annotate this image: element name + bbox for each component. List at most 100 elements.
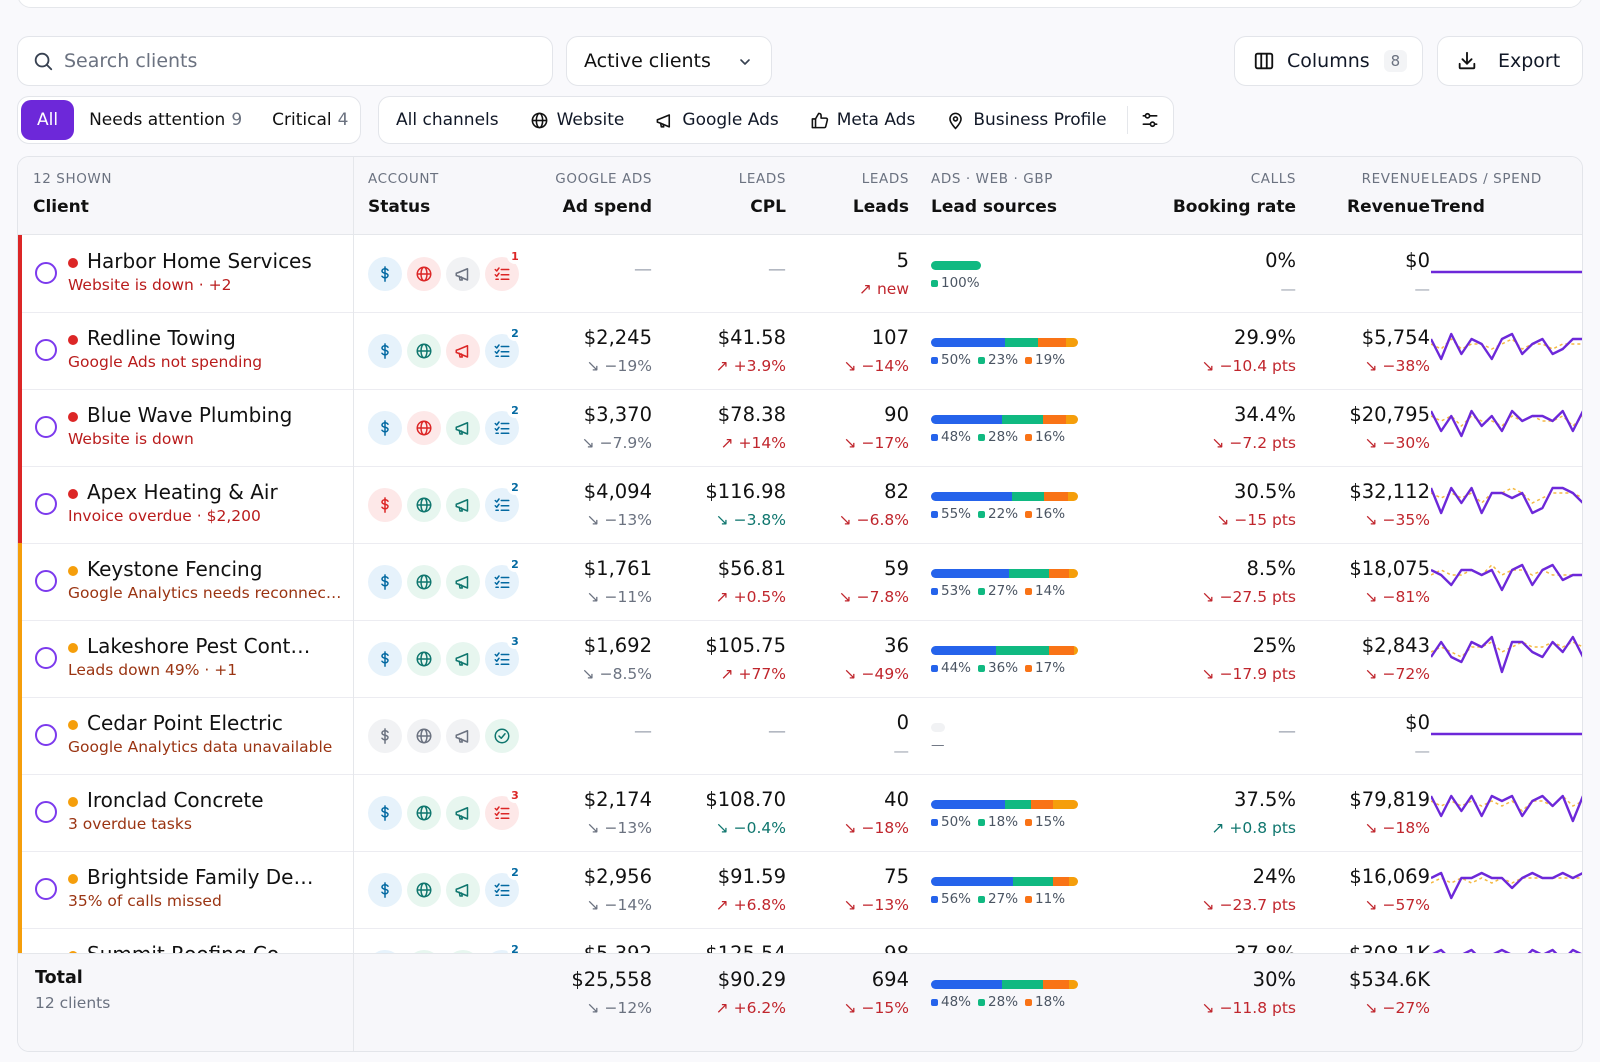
status-meta[interactable] — [446, 488, 480, 522]
status-ads[interactable] — [368, 873, 402, 907]
status-meta[interactable] — [446, 950, 480, 955]
status-meta[interactable] — [446, 873, 480, 907]
client-name[interactable]: Brightside Family De… — [87, 865, 314, 889]
status-meta[interactable] — [446, 411, 480, 445]
channel-business-profile[interactable]: Business Profile — [929, 100, 1120, 140]
client-name[interactable]: Summit Roofing Co. — [87, 942, 286, 955]
channel-google-ads[interactable]: Google Ads — [638, 100, 792, 140]
col-sup: LEADS — [738, 171, 786, 187]
row-select-radio[interactable] — [35, 262, 57, 284]
table-row[interactable]: Cedar Point Electric Google Analytics dat… — [18, 697, 1582, 775]
row-select-radio[interactable] — [35, 647, 57, 669]
table-row[interactable]: Summit Roofing Co. 2 $5,392 $125.54 98 37.8%… — [18, 928, 1582, 955]
status-tasks[interactable]: 3 — [485, 633, 523, 676]
client-name[interactable]: Harbor Home Services — [87, 249, 312, 273]
status-ads[interactable] — [368, 565, 402, 599]
status-web[interactable] — [407, 873, 441, 907]
col-revenue[interactable]: REVENUE Revenue — [1347, 171, 1430, 217]
status-meta[interactable] — [446, 565, 480, 599]
spend-trend-line — [1431, 877, 1582, 884]
status-web[interactable] — [407, 719, 441, 753]
status-web[interactable] — [407, 796, 441, 830]
table-row[interactable]: Brightside Family De… 35% of calls missed… — [18, 851, 1582, 929]
status-tasks[interactable]: 1 — [485, 248, 523, 291]
status-ads[interactable] — [368, 488, 402, 522]
status-meta[interactable] — [446, 257, 480, 291]
col-leads[interactable]: LEADS Leads — [853, 171, 909, 217]
status-tasks[interactable]: 2 — [485, 556, 523, 599]
client-name[interactable]: Apex Heating & Air — [87, 480, 278, 504]
col-status[interactable]: ACCOUNT Status — [368, 171, 439, 217]
export-button[interactable]: Export — [1437, 36, 1583, 86]
status-meta[interactable] — [446, 796, 480, 830]
client-name[interactable]: Redline Towing — [87, 326, 236, 350]
client-filter-dropdown[interactable]: Active clients — [566, 36, 772, 86]
col-booking-rate[interactable]: CALLS Booking rate — [1173, 171, 1296, 217]
status-tasks[interactable] — [485, 719, 519, 753]
status-ads[interactable] — [368, 257, 402, 291]
status-ads[interactable] — [368, 642, 402, 676]
revenue-value: $2,843 — [1361, 634, 1430, 657]
row-select-radio[interactable] — [35, 878, 57, 900]
col-trend[interactable]: LEADS / SPEND Trend — [1431, 171, 1542, 217]
row-select-radio[interactable] — [35, 801, 57, 823]
status-web[interactable] — [407, 565, 441, 599]
col-client[interactable]: 12 SHOWN Client — [33, 171, 112, 217]
client-name[interactable]: Keystone Fencing — [87, 557, 263, 581]
row-select-radio[interactable] — [35, 339, 57, 361]
row-select-radio[interactable] — [35, 570, 57, 592]
client-name[interactable]: Blue Wave Plumbing — [87, 403, 293, 427]
status-meta[interactable] — [446, 642, 480, 676]
channel-meta-ads[interactable]: Meta Ads — [793, 100, 930, 140]
table-row[interactable]: Lakeshore Pest Cont… Leads down 49% · +1 … — [18, 620, 1582, 698]
channel-website[interactable]: Website — [513, 100, 639, 140]
status-meta[interactable] — [446, 719, 480, 753]
globe-icon — [416, 728, 432, 744]
status-ads[interactable] — [368, 719, 402, 753]
status-tasks[interactable]: 2 — [485, 402, 523, 445]
table-row[interactable]: Keystone Fencing Google Analytics needs r… — [18, 543, 1582, 621]
trend-sparkline — [1431, 486, 1582, 515]
client-name[interactable]: Cedar Point Electric — [87, 711, 283, 735]
total-cpl: $90.29 — [717, 968, 786, 991]
status-ads[interactable] — [368, 796, 402, 830]
status-web[interactable] — [407, 411, 441, 445]
status-web[interactable] — [407, 257, 441, 291]
search-box[interactable] — [17, 36, 553, 86]
status-tasks[interactable]: 2 — [485, 479, 523, 522]
status-web[interactable] — [407, 488, 441, 522]
col-cpl[interactable]: LEADS CPL — [739, 171, 786, 217]
booking-delta: ↘ −17.9 pts — [1201, 665, 1296, 683]
client-name[interactable]: Ironclad Concrete — [87, 788, 264, 812]
segment-all[interactable]: All — [21, 100, 75, 140]
search-input[interactable] — [64, 50, 524, 72]
table-row[interactable]: Apex Heating & Air Invoice overdue · $2,2… — [18, 466, 1582, 544]
status-ads[interactable] — [368, 411, 402, 445]
col-ad-spend[interactable]: GOOGLE ADS Ad spend — [555, 171, 652, 217]
status-tasks[interactable]: 2 — [485, 864, 523, 907]
lead-source-segment — [1004, 338, 1039, 347]
table-row[interactable]: Blue Wave Plumbing Website is down 2 $3,37… — [18, 389, 1582, 467]
status-tasks[interactable]: 2 — [485, 941, 523, 955]
advanced-filter-button[interactable] — [1128, 110, 1172, 130]
row-select-radio[interactable] — [35, 493, 57, 515]
table-row[interactable]: Harbor Home Services Website is down · +2… — [18, 235, 1582, 313]
segment-critical[interactable]: Critical 4 — [257, 100, 363, 140]
table-row[interactable]: Ironclad Concrete 3 overdue tasks 3 $2,174… — [18, 774, 1582, 852]
status-ads[interactable] — [368, 950, 402, 955]
status-meta[interactable] — [446, 334, 480, 368]
channel-all[interactable]: All channels — [379, 100, 513, 140]
col-lead-sources[interactable]: ADS · WEB · GBP Lead sources — [931, 171, 1057, 217]
columns-button[interactable]: Columns 8 — [1234, 36, 1423, 86]
status-web[interactable] — [407, 642, 441, 676]
status-tasks[interactable]: 3 — [485, 787, 523, 830]
segment-needs-attention[interactable]: Needs attention 9 — [74, 100, 257, 140]
status-tasks[interactable]: 2 — [485, 325, 523, 368]
status-ads[interactable] — [368, 334, 402, 368]
status-web[interactable] — [407, 334, 441, 368]
row-select-radio[interactable] — [35, 724, 57, 746]
status-web[interactable] — [407, 950, 441, 955]
client-name[interactable]: Lakeshore Pest Cont… — [87, 634, 311, 658]
row-select-radio[interactable] — [35, 416, 57, 438]
table-row[interactable]: Redline Towing Google Ads not spending 2 $… — [18, 312, 1582, 390]
